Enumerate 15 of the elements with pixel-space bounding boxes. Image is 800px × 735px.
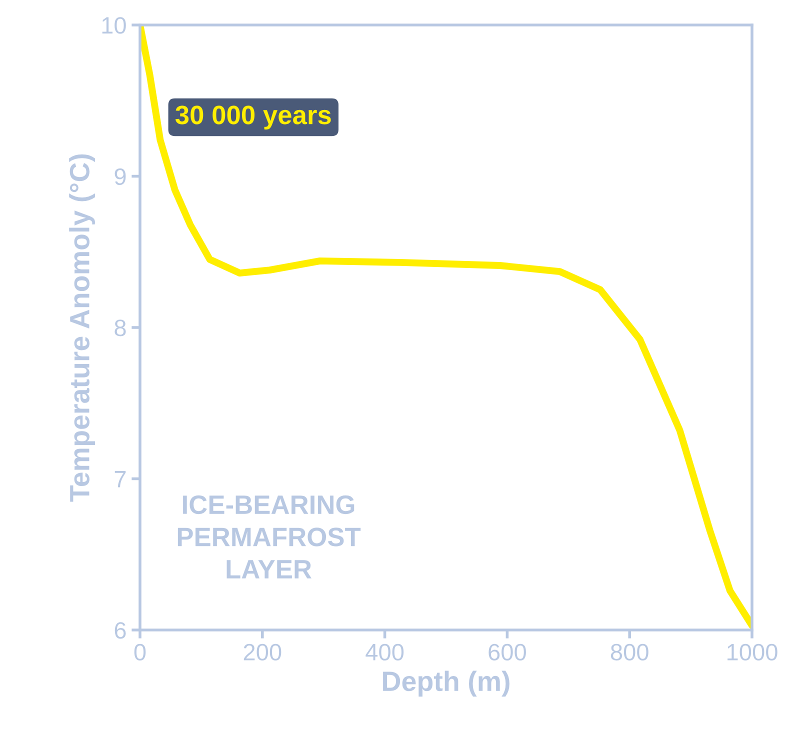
x-axis-title: Depth (m) [383,670,510,697]
x-tick-label: 200 [244,644,282,661]
y-tick-label: 7 [114,471,126,488]
y-tick-label: 9 [114,168,126,186]
annotation: ICE-BEARING PERMAFROST LAYER [178,495,361,578]
y-tick-label: 10 [102,17,126,34]
y-tick-label: 6 [114,622,126,639]
x-tick-label: 800 [610,644,648,661]
x-tick-label: 600 [488,644,526,661]
x-tick-label: 0 [134,644,146,661]
x-tick-label: 1000 [728,644,778,661]
x-tick-label: 400 [366,644,404,661]
y-tick-label: 8 [114,320,126,336]
y-axis-title: Temperature Anomoly (°C) [69,154,95,502]
series-label: 30 000 years [175,106,331,130]
